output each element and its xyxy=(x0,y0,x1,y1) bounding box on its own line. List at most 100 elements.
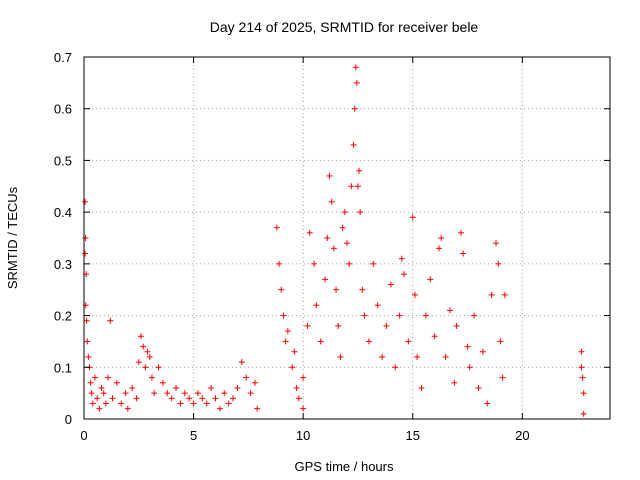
data-point xyxy=(353,79,360,86)
data-point xyxy=(91,374,98,381)
data-point xyxy=(499,374,506,381)
data-points xyxy=(82,64,587,417)
data-point xyxy=(333,286,340,293)
data-point xyxy=(212,395,219,402)
data-point xyxy=(194,390,201,397)
x-tick-label: 10 xyxy=(296,428,310,443)
data-point xyxy=(238,359,245,366)
data-point xyxy=(208,384,215,391)
data-point xyxy=(352,64,359,71)
y-axis-ticks: 0 0.1 0.2 0.3 0.4 0.5 0.6 0.7 xyxy=(54,50,610,427)
data-point xyxy=(379,353,386,360)
data-point xyxy=(113,379,120,386)
data-point xyxy=(493,240,500,247)
data-point xyxy=(199,395,206,402)
data-point xyxy=(304,322,311,329)
data-point xyxy=(276,260,283,267)
data-point xyxy=(580,390,587,397)
data-point xyxy=(497,338,504,345)
plot-frame xyxy=(83,56,611,420)
data-point xyxy=(400,271,407,278)
data-point xyxy=(464,343,471,350)
data-point xyxy=(365,338,372,345)
data-point xyxy=(107,317,114,324)
data-point xyxy=(82,235,89,241)
y-tick-label: 0.5 xyxy=(54,153,72,168)
data-point xyxy=(578,348,585,355)
data-point xyxy=(133,395,140,402)
data-point xyxy=(350,141,357,148)
data-point xyxy=(409,214,416,221)
data-point xyxy=(438,235,445,241)
data-point xyxy=(291,348,298,355)
data-point xyxy=(392,364,399,371)
data-point xyxy=(578,364,585,371)
data-point xyxy=(105,374,112,381)
data-point xyxy=(361,312,368,319)
data-point xyxy=(118,400,125,407)
data-point xyxy=(484,400,491,407)
data-point xyxy=(88,390,95,397)
data-point xyxy=(100,390,107,397)
data-point xyxy=(357,209,364,216)
data-point xyxy=(330,245,337,252)
data-point xyxy=(344,240,350,247)
x-tick-label: 15 xyxy=(406,428,420,443)
data-point xyxy=(278,286,285,293)
data-point xyxy=(457,229,464,236)
data-point xyxy=(144,348,151,355)
y-tick-label: 0.4 xyxy=(54,205,72,220)
data-point xyxy=(387,281,394,288)
data-point xyxy=(431,333,438,340)
data-point xyxy=(300,374,307,381)
data-point xyxy=(341,209,348,216)
data-point xyxy=(295,395,302,402)
data-point xyxy=(356,167,363,174)
y-tick-label: 0.3 xyxy=(54,257,72,272)
data-point xyxy=(328,198,335,205)
data-point xyxy=(414,353,421,360)
data-point xyxy=(102,400,109,407)
x-tick-label: 0 xyxy=(80,428,87,443)
data-point xyxy=(348,183,355,190)
data-point xyxy=(82,250,89,257)
data-point xyxy=(335,322,342,329)
data-point xyxy=(351,105,358,112)
data-point xyxy=(124,405,131,412)
data-point xyxy=(289,364,296,371)
data-point xyxy=(466,364,473,371)
data-point xyxy=(251,379,258,386)
data-point xyxy=(306,229,313,236)
data-point xyxy=(82,198,89,205)
data-point xyxy=(151,390,158,397)
data-point xyxy=(135,359,142,366)
data-point xyxy=(442,353,449,360)
y-tick-label: 0 xyxy=(65,412,72,427)
data-point xyxy=(339,224,346,231)
data-point xyxy=(84,338,91,345)
data-point xyxy=(471,312,478,319)
data-point xyxy=(155,364,162,371)
data-point xyxy=(313,302,320,309)
data-point xyxy=(479,348,486,355)
data-point xyxy=(186,395,193,402)
data-point xyxy=(422,312,429,319)
x-axis-ticks: 0 5 10 15 20 xyxy=(80,57,530,443)
y-tick-label: 0.1 xyxy=(54,360,72,375)
data-point xyxy=(230,395,237,402)
data-point xyxy=(140,343,147,350)
data-point xyxy=(322,276,329,283)
data-point xyxy=(177,400,184,407)
data-point xyxy=(374,302,381,309)
data-point xyxy=(282,338,289,345)
data-point xyxy=(418,384,425,391)
grid xyxy=(84,57,610,419)
data-point xyxy=(311,260,318,267)
data-point xyxy=(495,260,502,267)
data-point xyxy=(254,405,261,412)
data-point xyxy=(324,235,331,241)
data-point xyxy=(221,390,228,397)
data-point xyxy=(96,405,103,412)
data-point xyxy=(346,260,353,267)
data-point xyxy=(85,353,92,360)
